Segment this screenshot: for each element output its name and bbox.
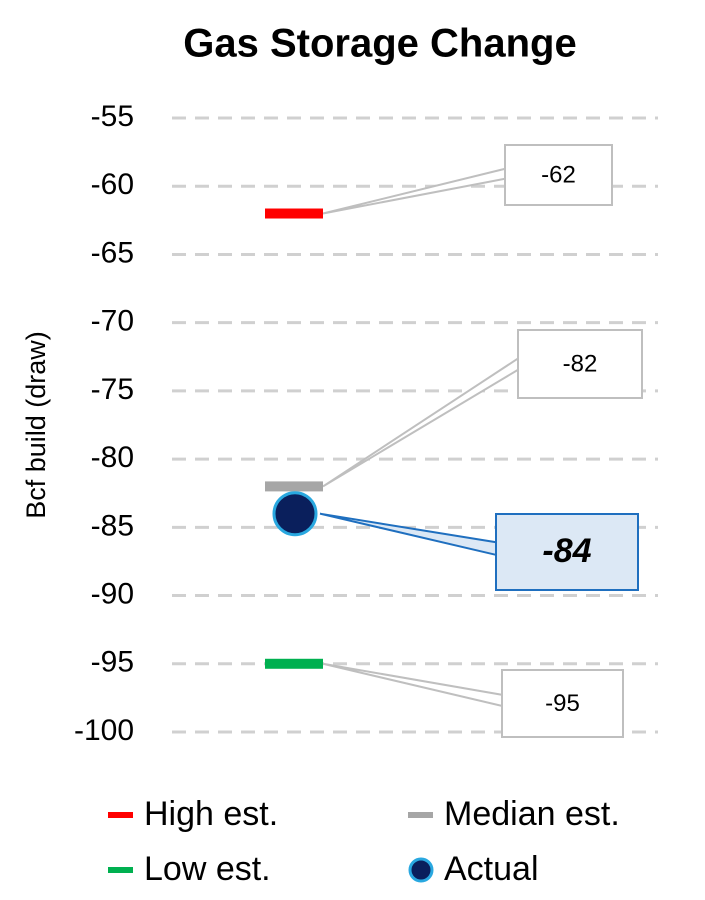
y-axis-label: Bcf build (draw) — [21, 331, 51, 519]
estimate-marker — [265, 481, 323, 492]
legend-label: Actual — [444, 850, 539, 888]
callout-box — [517, 329, 643, 399]
data-label: -84 — [542, 532, 591, 570]
legend-key — [408, 812, 433, 818]
y-tick-label: -100 — [74, 714, 134, 747]
y-tick-label: -90 — [91, 577, 134, 610]
data-label: -62 — [541, 161, 576, 188]
y-tick-label: -60 — [91, 168, 134, 201]
callout-leader — [319, 512, 501, 558]
data-label: -82 — [563, 350, 598, 377]
callout-leader — [322, 166, 510, 215]
legend-label: Low est. — [144, 850, 271, 888]
y-tick-label: -55 — [91, 100, 134, 133]
legend-label: High est. — [144, 795, 278, 833]
data-label: -95 — [545, 690, 580, 717]
actual-marker — [272, 491, 318, 537]
callout-box — [495, 513, 639, 591]
callout-box — [501, 669, 624, 738]
legend-key — [108, 812, 133, 818]
callout-leader — [322, 662, 507, 709]
chart-title: Gas Storage Change — [183, 22, 576, 66]
legend-key — [408, 857, 434, 883]
callout-box — [504, 144, 613, 206]
y-tick-label: -85 — [91, 509, 134, 542]
y-tick-label: -95 — [91, 646, 134, 679]
y-tick-label: -80 — [91, 441, 134, 474]
legend-label: Median est. — [444, 795, 620, 833]
estimate-marker — [265, 658, 323, 669]
y-tick-label: -65 — [91, 236, 134, 269]
y-tick-label: -75 — [91, 373, 134, 406]
callout-leader — [322, 353, 523, 488]
y-tick-label: -70 — [91, 305, 134, 338]
legend-key — [108, 867, 133, 873]
estimate-marker — [265, 208, 323, 219]
